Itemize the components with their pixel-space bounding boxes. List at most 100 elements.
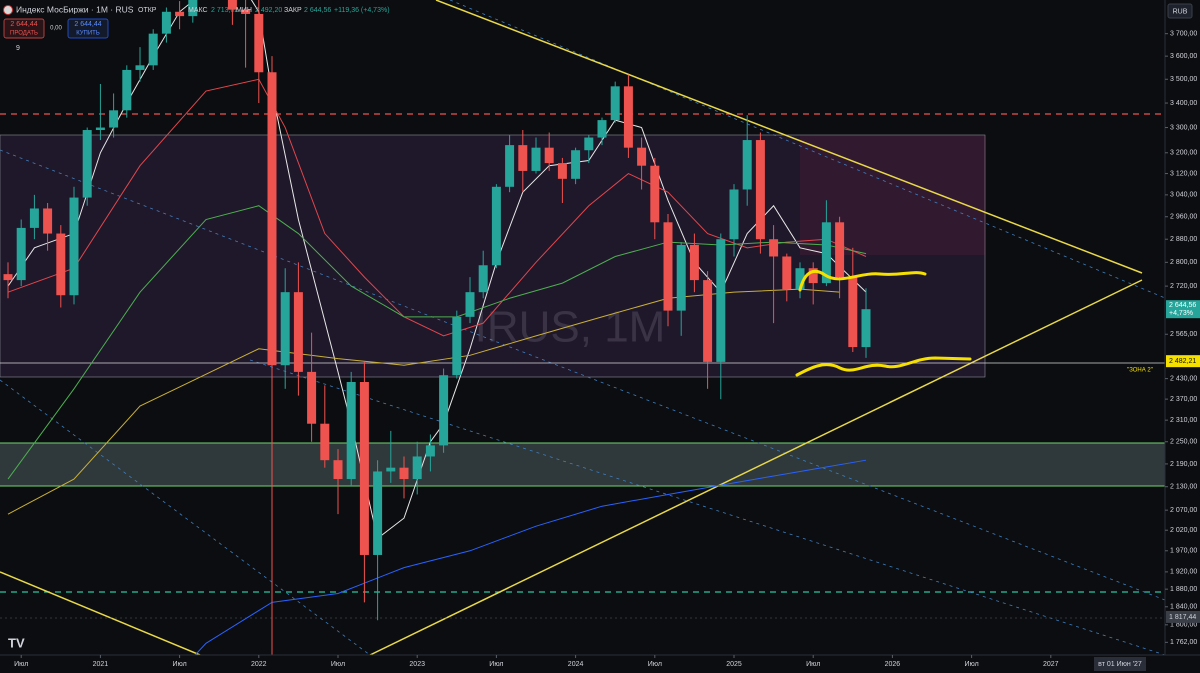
triangle-line: [435, 0, 1143, 274]
y-tick-label: 1 920,00: [1170, 569, 1197, 576]
y-tick-label: 3 400,00: [1170, 100, 1197, 107]
candle-body: [782, 256, 792, 290]
zone-label: "ЗОНА 2": [1127, 368, 1153, 374]
ohlc-label: МИН: [236, 7, 252, 14]
candle-body: [571, 150, 581, 179]
candle-body: [29, 208, 39, 228]
x-tick-label: Июл: [806, 661, 820, 668]
candle-body: [3, 274, 13, 281]
ohlc-value: 2 492,20: [255, 7, 282, 14]
candle-body: [161, 11, 171, 34]
candle-body: [584, 137, 594, 151]
candle-body: [82, 130, 92, 198]
sell-button[interactable]: [3, 18, 45, 39]
y-tick-label: 2 430,00: [1170, 375, 1197, 382]
x-tick-label: 2027: [1043, 661, 1059, 668]
x-tick-label: 2021: [93, 661, 109, 668]
currency: RUB: [1173, 8, 1188, 15]
candle-body: [650, 165, 660, 223]
spread: 0,00: [50, 26, 62, 32]
candle-body: [848, 277, 858, 348]
candle-body: [623, 86, 633, 148]
candle-body: [452, 316, 462, 376]
triangle-line: [369, 279, 1143, 655]
plot: [3, 0, 871, 655]
candle-body: [359, 381, 369, 555]
candle-body: [742, 140, 752, 190]
moving-average: [7, 288, 840, 515]
candle-body: [729, 189, 739, 240]
y-tick-label: 2 720,00: [1170, 283, 1197, 290]
x-tick-label: 2024: [568, 661, 584, 668]
candle-body: [703, 280, 713, 362]
price-tag-label: 1 817,44: [1169, 614, 1196, 621]
candle-body: [95, 127, 105, 131]
last-price-tag: [1166, 300, 1200, 319]
ohlc-value: 2 644,56: [304, 7, 331, 14]
support-band: [0, 443, 1165, 486]
sell-price: 2 644,44: [10, 21, 37, 28]
candle-body: [56, 233, 66, 296]
candle-body: [663, 222, 673, 311]
candle-body: [320, 423, 330, 461]
ohlc-label: МАКС: [188, 7, 208, 14]
y-tick-label: 3 120,00: [1170, 170, 1197, 177]
candle-body: [505, 145, 515, 187]
candle-body: [386, 467, 396, 472]
candle-body: [307, 371, 317, 424]
candle-body: [676, 244, 686, 311]
candle-body: [122, 69, 132, 111]
x-tick-label: 2026: [885, 661, 901, 668]
last-price-label: 2 644,56: [1169, 302, 1196, 309]
hand-drawn: [795, 269, 972, 377]
last-price-change: +4,73%: [1169, 310, 1193, 317]
candle-body: [835, 222, 845, 278]
candle-body: [373, 471, 383, 555]
crosshair-box: [1094, 657, 1146, 671]
candle-body: [597, 120, 607, 138]
y-tick-label: 3 200,00: [1170, 150, 1197, 157]
candle-body: [531, 147, 541, 171]
ohlc-label: ОТКР: [138, 7, 157, 14]
candle-body: [610, 86, 620, 121]
candle-body: [109, 110, 119, 128]
x-tick-label: Июл: [648, 661, 662, 668]
candle-body: [439, 375, 449, 446]
indicator-count[interactable]: 9: [16, 45, 20, 52]
x-tick-label: 2022: [251, 661, 267, 668]
y-tick-label: 3 600,00: [1170, 53, 1197, 60]
candle-body: [637, 147, 647, 166]
price-tag-label: 2 482,21: [1169, 358, 1196, 365]
buy-button[interactable]: [67, 18, 109, 39]
moving-average: [7, 78, 867, 337]
y-tick-label: 2 020,00: [1170, 527, 1197, 534]
x-tick-label: Июл: [964, 661, 978, 668]
candle-body: [254, 13, 264, 73]
price-tag: [1166, 610, 1200, 623]
y-tick-label: 1 840,00: [1170, 604, 1197, 611]
ohlc-change: +119,36 (+4,73%): [334, 7, 390, 14]
candle-body: [861, 309, 871, 348]
triangle-line: [0, 571, 201, 655]
buy-label: КУПИТЬ: [76, 31, 100, 37]
y-tick-label: 1 970,00: [1170, 548, 1197, 555]
candle-body: [293, 292, 303, 372]
buy-price: 2 644,44: [74, 21, 101, 28]
candle-body: [465, 292, 475, 317]
x-tick-label: 2023: [409, 661, 425, 668]
currency-box[interactable]: [1167, 3, 1193, 19]
candle-body: [821, 222, 831, 284]
symbol-title[interactable]: Индекс МосБиржи · 1М · RUS: [16, 4, 134, 14]
candle-body: [227, 0, 237, 10]
crosshair-label: вт 01 Июн '27: [1098, 661, 1142, 668]
logo: TV: [8, 635, 25, 650]
candle-body: [148, 33, 158, 66]
candle-body: [241, 9, 251, 14]
candle-body: [557, 163, 567, 179]
y-tick-label: 1 762,00: [1170, 639, 1197, 646]
y-tick-label: 2 310,00: [1170, 417, 1197, 424]
trend-line: [0, 149, 1165, 601]
y-tick-label: 3 700,00: [1170, 31, 1197, 38]
